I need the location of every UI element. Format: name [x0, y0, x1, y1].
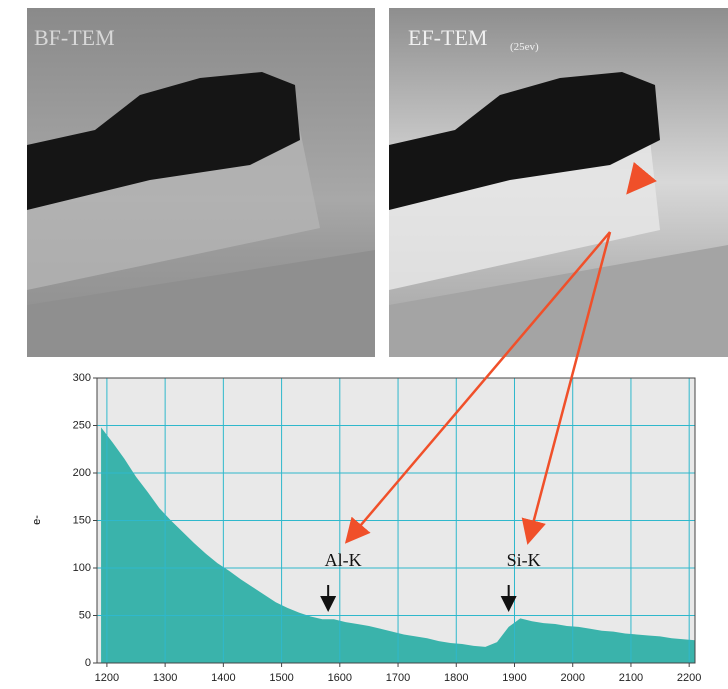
- ef-tem-image: EF-TEM (25ev): [389, 8, 728, 357]
- panel-label: EF-TEM: [408, 25, 487, 50]
- x-tick-label: 2100: [619, 672, 643, 684]
- x-tick-label: 1800: [444, 672, 468, 684]
- y-tick-label: 250: [73, 419, 91, 431]
- x-tick-label: 2000: [560, 672, 584, 684]
- x-tick-label: 1400: [211, 672, 235, 684]
- x-tick-label: 1200: [95, 672, 119, 684]
- y-tick-label: 150: [73, 514, 91, 526]
- x-tick-label: 1700: [386, 672, 410, 684]
- y-tick-label: 50: [79, 609, 91, 621]
- x-tick-label: 1900: [502, 672, 526, 684]
- y-axis-label: e-: [31, 515, 43, 525]
- x-tick-label: 1500: [269, 672, 293, 684]
- panel-label: BF-TEM: [34, 25, 115, 50]
- bf-tem-image: BF-TEM: [27, 8, 375, 357]
- y-tick-label: 200: [73, 467, 91, 479]
- y-tick-label: 300: [73, 372, 91, 384]
- x-tick-label: 1600: [328, 672, 352, 684]
- panel-sublabel: (25ev): [510, 41, 539, 53]
- x-tick-label: 1300: [153, 672, 177, 684]
- peak-label: Al-K: [325, 550, 362, 570]
- figure: BF-TEM EF-TEM (25ev) e- 0 50 100 150 200 250 3…: [0, 0, 728, 689]
- y-tick-label: 100: [73, 562, 91, 574]
- peak-label: Si-K: [507, 550, 541, 570]
- y-tick-label: 0: [85, 657, 91, 669]
- x-tick-label: 2200: [677, 672, 701, 684]
